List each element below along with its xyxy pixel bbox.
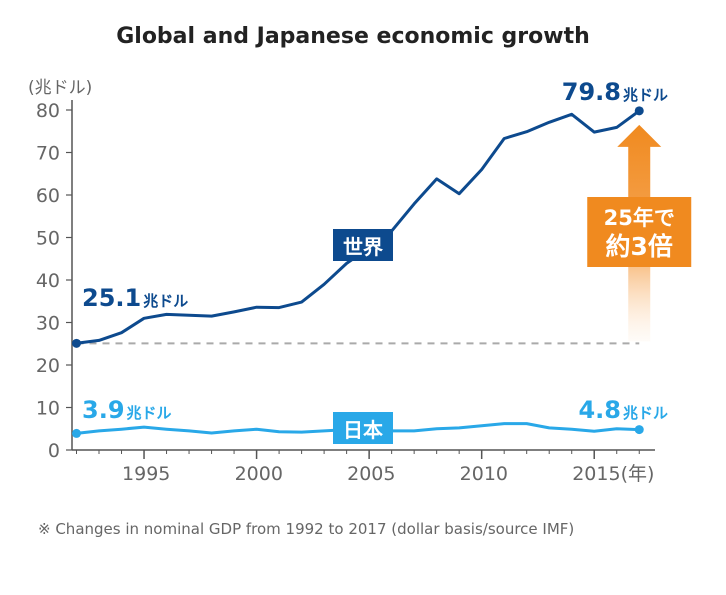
y-tick-label: 70 [36,143,60,165]
world-series-label: 世界 [343,235,383,259]
y-tick-label: 40 [36,270,60,292]
series-group [72,106,644,438]
footnote: ※ Changes in nominal GDP from 1992 to 20… [38,520,575,538]
japan-start-value-label: 3.9 兆ドル [82,396,172,424]
world-series-label-box [333,229,393,261]
japan-end-point [634,425,644,435]
x-tick-label: 2010 [460,463,508,485]
japan-start-point [72,428,82,438]
x-tick-label: 2015(年) [572,463,654,485]
y-tick-label: 0 [48,440,60,462]
x-tick-label: 2000 [235,463,283,485]
world-start-value-label: 25.1 兆ドル [82,284,188,312]
y-tick-label: 10 [36,398,60,420]
axes: 0 10 20 30 40 50 60 70 80(兆ドル) 1995 2000 2005 2010 20… [28,78,655,485]
y-axis-unit-label: (兆ドル) [28,78,92,98]
y-tick-label: 60 [36,185,60,207]
y-tick-label: 20 [36,355,60,377]
world-start-point [72,338,82,348]
growth-callout-box [587,197,692,267]
y-tick-label: 30 [36,313,60,335]
japan-series-label: 日本 [343,418,383,442]
y-tick-label: 50 [36,228,60,250]
growth-callout-line2: 約3倍 [606,232,673,261]
japan-series-label-box [333,412,393,444]
chart-title: Global and Japanese economic growth [116,24,590,49]
growth-callout-line1: 25年で [604,206,675,230]
japan-end-value-label: 4.8 兆ドル [578,396,668,424]
world-end-point [634,106,644,116]
x-tick-label: 2005 [347,463,395,485]
world-end-value-label: 79.8 兆ドル [562,78,668,106]
x-tick-label: 1995 [122,463,170,485]
y-tick-label: 80 [36,100,60,122]
